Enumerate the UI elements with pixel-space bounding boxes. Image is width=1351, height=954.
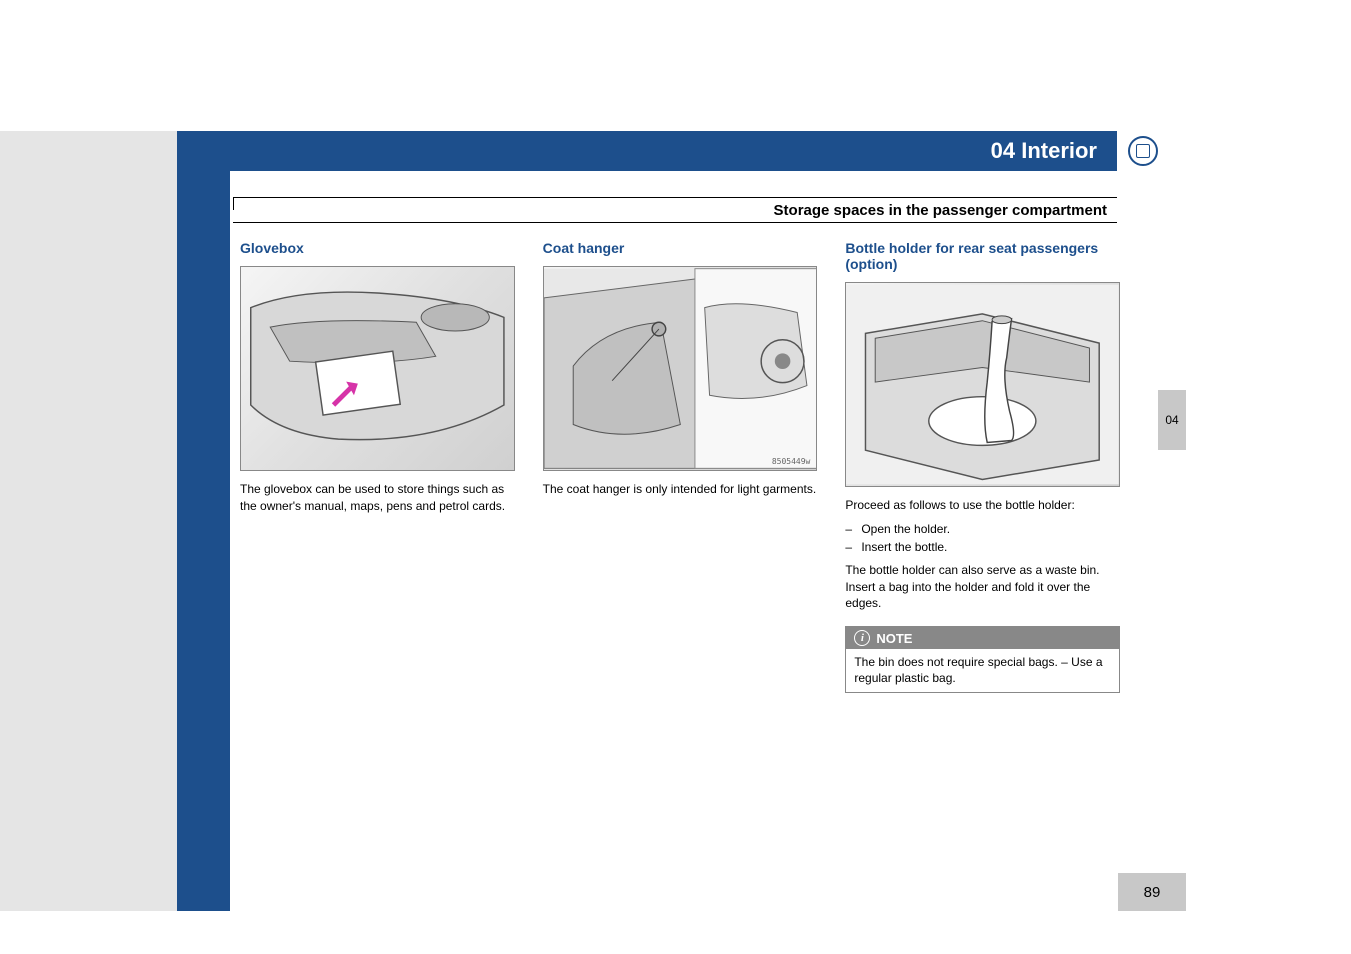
column-coat-hanger: Coat hanger 8505449w The coat hanger is … xyxy=(543,240,818,693)
chapter-icon-inner xyxy=(1136,144,1150,158)
chapter-header-bar: 04 Interior xyxy=(177,131,1117,171)
section-subtitle-bar: Storage spaces in the passenger compartm… xyxy=(233,197,1117,223)
column-bottle-holder: Bottle holder for rear seat passengers (… xyxy=(845,240,1120,693)
list-item: Open the holder. xyxy=(845,520,1120,538)
note-body: The bin does not require special bags. –… xyxy=(846,649,1119,692)
heading-coat-hanger: Coat hanger xyxy=(543,240,818,256)
note-header: i NOTE xyxy=(846,627,1119,649)
side-tab: 04 xyxy=(1158,390,1186,450)
page-number: 89 xyxy=(1144,884,1161,901)
after-text-bottle-holder: The bottle holder can also serve as a wa… xyxy=(845,562,1120,612)
chapter-title: 04 Interior xyxy=(991,138,1097,164)
intro-bottle-holder: Proceed as follows to use the bottle hol… xyxy=(845,497,1120,514)
left-blue-spine xyxy=(177,131,230,911)
column-glovebox: Glovebox The glovebox can be used to sto… xyxy=(240,240,515,693)
section-title: Storage spaces in the passenger compartm… xyxy=(774,202,1107,219)
caption-coat-hanger: The coat hanger is only intended for lig… xyxy=(543,481,818,498)
coat-hanger-illustration-icon xyxy=(544,267,817,470)
figure-glovebox xyxy=(240,266,515,471)
image-code-label: 8505449w xyxy=(772,457,811,466)
side-tab-label: 04 xyxy=(1165,413,1178,427)
content-area: Glovebox The glovebox can be used to sto… xyxy=(240,240,1120,693)
list-item: Insert the bottle. xyxy=(845,538,1120,556)
note-label: NOTE xyxy=(876,631,912,646)
bottle-holder-illustration-icon xyxy=(846,283,1119,486)
caption-glovebox: The glovebox can be used to store things… xyxy=(240,481,515,515)
heading-glovebox: Glovebox xyxy=(240,240,515,256)
chapter-icon xyxy=(1128,136,1158,166)
heading-bottle-holder: Bottle holder for rear seat passengers (… xyxy=(845,240,1120,272)
glovebox-illustration-icon xyxy=(241,267,514,470)
page-number-bar: 89 xyxy=(1118,873,1186,911)
info-icon: i xyxy=(854,630,870,646)
figure-coat-hanger: 8505449w xyxy=(543,266,818,471)
steps-list: Open the holder. Insert the bottle. xyxy=(845,520,1120,556)
figure-bottle-holder xyxy=(845,282,1120,487)
note-box: i NOTE The bin does not require special … xyxy=(845,626,1120,693)
